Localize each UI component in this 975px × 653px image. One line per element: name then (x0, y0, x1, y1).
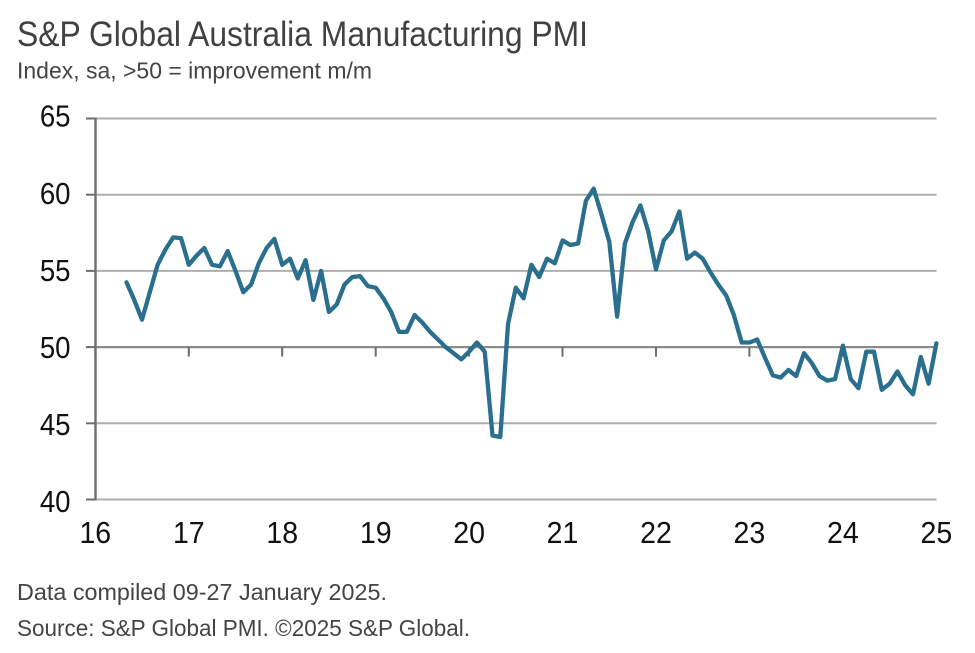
svg-text:65: 65 (40, 99, 71, 134)
svg-text:19: 19 (360, 516, 392, 550)
svg-text:23: 23 (734, 516, 766, 550)
svg-text:24: 24 (827, 516, 859, 550)
svg-text:60: 60 (40, 176, 71, 211)
svg-text:50: 50 (40, 331, 71, 366)
svg-text:45: 45 (40, 408, 71, 443)
svg-text:Index, sa, >50 = improvement m: Index, sa, >50 = improvement m/m (17, 58, 372, 84)
svg-text:18: 18 (266, 516, 298, 550)
svg-text:S&P Global Australia Manufactu: S&P Global Australia Manufacturing PMI (17, 15, 588, 54)
svg-text:17: 17 (173, 516, 205, 550)
svg-text:16: 16 (79, 516, 111, 550)
svg-text:25: 25 (921, 516, 953, 550)
svg-text:Data compiled 09-27 January 20: Data compiled 09-27 January 2025. (17, 579, 387, 605)
svg-text:21: 21 (547, 516, 579, 550)
svg-text:22: 22 (640, 516, 672, 550)
svg-text:55: 55 (40, 253, 71, 288)
svg-text:Source: S&P Global PMI. ©2025: Source: S&P Global PMI. ©2025 S&P Global… (17, 615, 470, 641)
svg-text:20: 20 (453, 516, 485, 550)
svg-text:40: 40 (40, 485, 71, 520)
